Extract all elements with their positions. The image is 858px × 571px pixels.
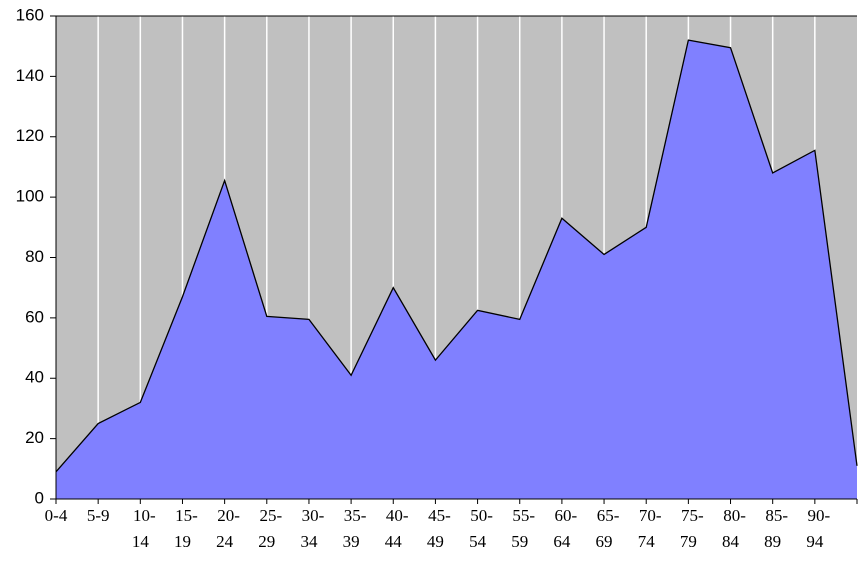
y-tick-label: 160 (16, 5, 44, 24)
y-tick-label: 60 (25, 307, 44, 326)
y-tick-label: 100 (16, 187, 44, 206)
area-outline (55, 39, 858, 473)
x-tick-label: 45-49 (427, 506, 451, 551)
x-tick-label: 0-4 (45, 506, 68, 525)
x-tick-label: 75-79 (680, 506, 704, 551)
x-tick-label: 5-9 (87, 506, 110, 525)
x-tick-label: 30-34 (300, 506, 324, 551)
x-tick-label: 15-19 (174, 506, 198, 551)
x-tick-label: 80-84 (722, 506, 746, 551)
x-tick-label: 55-59 (511, 506, 535, 551)
y-tick-label: 20 (25, 428, 44, 447)
x-tick-label: 90-94 (806, 506, 830, 551)
x-tick-label: 20-24 (216, 506, 240, 551)
y-tick-label: 40 (25, 368, 44, 387)
y-tick-label: 140 (16, 66, 44, 85)
area (56, 40, 857, 500)
x-tick-label: 10-14 (132, 506, 156, 551)
x-tick-label: 50-54 (469, 506, 493, 551)
x-tick-label: 60-64 (553, 506, 577, 551)
x-tick-label: 65-69 (596, 506, 620, 551)
x-tick-label: 85-89 (764, 506, 788, 551)
x-tick-label: 40-44 (385, 506, 409, 551)
y-tick-label: 120 (16, 126, 44, 145)
y-tick-label: 80 (25, 247, 44, 266)
y-tick-label: 0 (35, 488, 44, 507)
x-tick-label: 35-39 (343, 506, 367, 551)
x-tick-label: 25-29 (258, 506, 282, 551)
x-tick-label: 70-74 (638, 506, 662, 551)
